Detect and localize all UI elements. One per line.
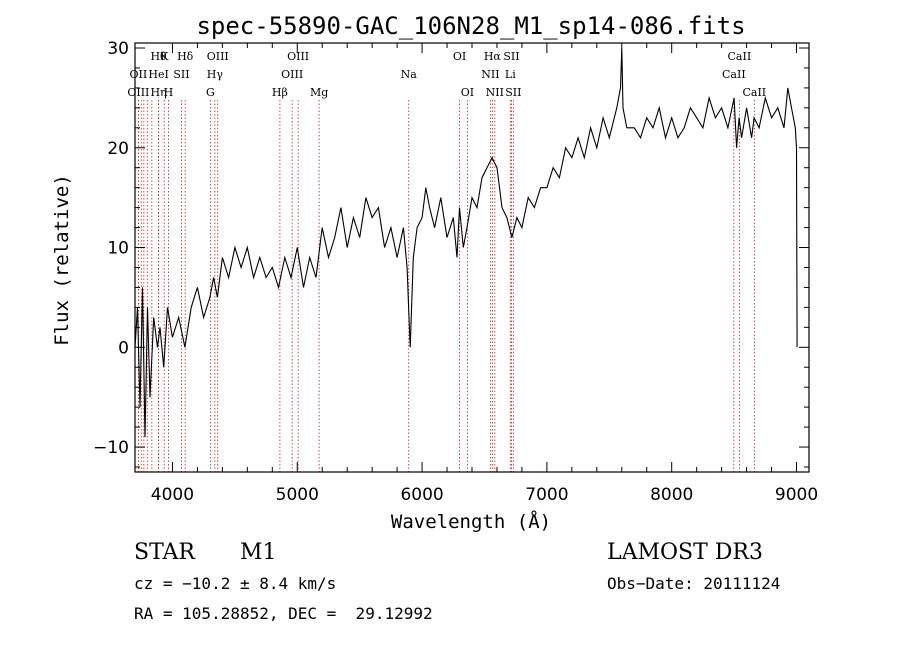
y-tick-label: 0 (118, 338, 129, 358)
y-tick-label: −10 (93, 438, 129, 458)
spectral-line-label: NII (486, 86, 504, 99)
sky-coordinates: RA = 105.28852, DEC = 29.12992 (134, 604, 433, 623)
spectral-line-label: SII (503, 50, 519, 63)
axis-ticks (135, 43, 809, 472)
spectral-line-label: H (164, 86, 174, 99)
x-tick-label: 6000 (400, 485, 443, 505)
spectral-line-label: K (160, 50, 169, 63)
spectral-line-label: Hβ (272, 86, 288, 99)
x-axis-label: Wavelength (Å) (391, 510, 551, 533)
spectral-line-label: CaII (728, 50, 752, 63)
object-subclass: M1 (240, 540, 277, 565)
spectral-line-label: CaII (742, 86, 766, 99)
spectral-line-label: Hδ (177, 50, 194, 63)
observation-date: Obs−Date: 20111124 (607, 574, 781, 593)
spectral-line-label: HeI (148, 68, 168, 81)
chart-title: spec-55890-GAC_106N28_M1_sp14-086.fits (196, 12, 745, 40)
spectral-line-label: OI (453, 50, 466, 63)
y-tick-labels: −10 0 10 20 30 (93, 39, 129, 458)
y-axis-label: Flux (relative) (51, 174, 73, 346)
spectral-line-label: OIII (281, 68, 303, 81)
survey-name: LAMOST DR3 (607, 540, 763, 565)
spectrum-line (134, 47, 798, 438)
spectral-line-label: SII (173, 68, 189, 81)
spectral-line-label: OIII (207, 50, 229, 63)
spectral-line-label: SII (505, 86, 521, 99)
spectral-line-label: Hθ (150, 50, 167, 63)
y-tick-label: 20 (107, 139, 129, 159)
spectral-line-label: OI (461, 86, 474, 99)
spectral-line-label: Mg (310, 86, 328, 99)
spectral-line-label: Hγ (207, 68, 224, 81)
spectral-line-label: Na (401, 68, 418, 81)
x-tick-labels: 4000 5000 6000 7000 8000 9000 (151, 485, 818, 505)
spectral-line-label: CaII (722, 68, 746, 81)
y-tick-label: 10 (107, 239, 129, 259)
spectral-line-label: Hη (150, 86, 166, 99)
spectral-line-label: NII (481, 68, 499, 81)
spectral-line-label: Hα (484, 50, 502, 63)
spectral-line-label: OIII (287, 50, 309, 63)
x-tick-label: 4000 (151, 485, 194, 505)
spectral-line-label: OIII (127, 86, 149, 99)
y-tick-label: 30 (107, 39, 129, 59)
x-tick-label: 9000 (775, 485, 818, 505)
spectral-line-label: Li (505, 68, 516, 81)
spectrum-chart: spec-55890-GAC_106N28_M1_sp14-086.fits O… (51, 12, 818, 533)
plot-frame (134, 42, 810, 473)
x-tick-label: 7000 (525, 485, 568, 505)
spectral-line-label: OII (130, 68, 148, 81)
x-tick-label: 8000 (650, 485, 693, 505)
object-type: STAR (134, 540, 195, 565)
redshift-velocity: cz = −10.2 ± 8.4 km/s (134, 574, 337, 593)
x-tick-label: 5000 (276, 485, 319, 505)
spectral-line-label: G (206, 86, 215, 99)
